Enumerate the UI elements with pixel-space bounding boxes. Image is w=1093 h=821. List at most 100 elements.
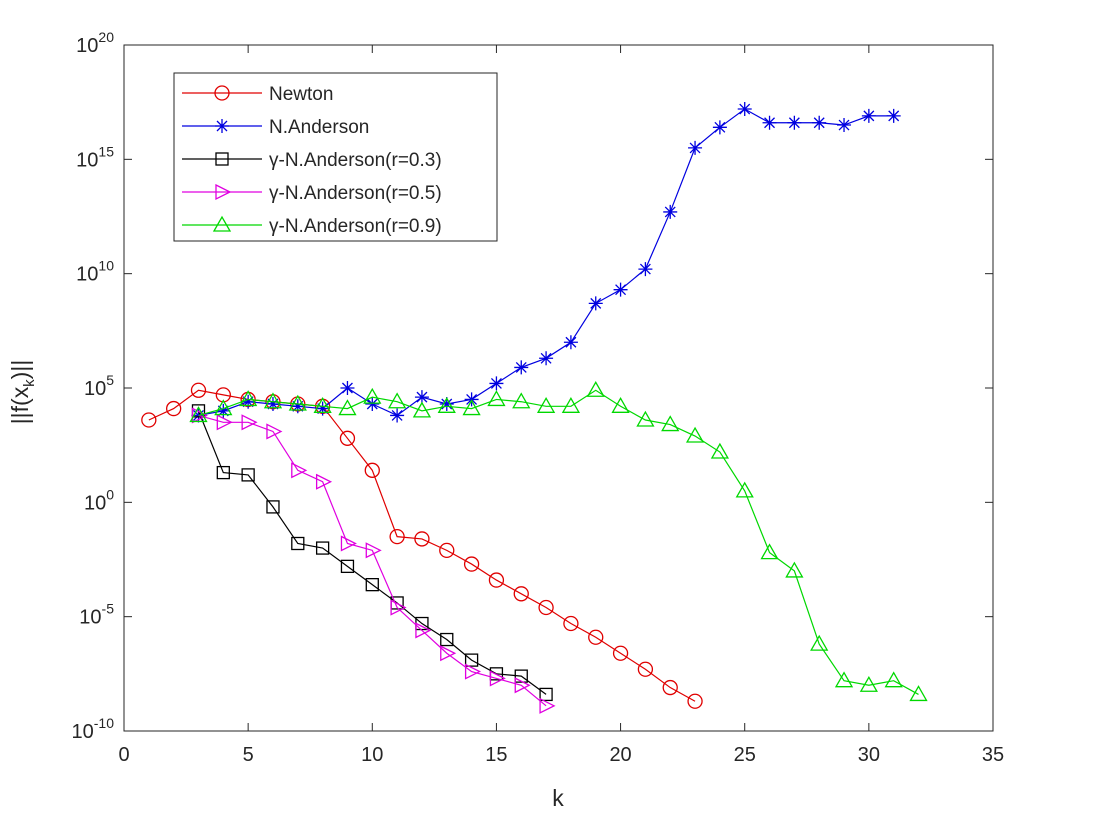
data-point-triangle-up	[313, 396, 332, 413]
y-axis-label-subscript: k	[21, 379, 38, 387]
data-point-triangle-up	[387, 392, 407, 409]
y-tick-label: 1015	[76, 143, 114, 171]
data-point-star	[315, 401, 330, 416]
data-point-triangle-up	[212, 215, 232, 232]
data-point-star	[340, 381, 355, 395]
data-point-circle	[414, 531, 430, 547]
data-point-circle	[588, 629, 604, 645]
x-tick-label: 5	[243, 744, 254, 766]
data-point-circle	[513, 586, 529, 602]
data-point-circle	[190, 382, 207, 398]
data-point-square	[464, 653, 479, 667]
x-tick-label: 35	[982, 744, 1004, 766]
y-tick-base: 10	[79, 607, 101, 629]
data-point-circle	[364, 462, 380, 478]
data-point-triangle-up	[288, 394, 307, 411]
y-tick-exponent: 5	[106, 372, 114, 388]
data-point-triangle-right	[340, 535, 357, 552]
series-1	[191, 102, 901, 423]
data-point-circle	[687, 693, 703, 709]
data-point-triangle-up	[810, 634, 829, 651]
y-tick-base: 10	[72, 721, 94, 743]
x-axis-label: k	[552, 785, 564, 811]
data-point-triangle-up	[586, 380, 605, 397]
y-tick-exponent: -10	[94, 715, 114, 731]
data-point-triangle-right	[489, 670, 506, 687]
data-point-star	[886, 108, 901, 123]
y-tick-label: 10-10	[72, 715, 115, 743]
data-point-star	[737, 102, 752, 117]
data-point-triangle-right	[464, 663, 482, 680]
data-point-triangle-right	[365, 542, 382, 559]
data-point-star	[439, 397, 454, 412]
y-tick-exponent: -5	[102, 601, 115, 617]
y-tick-base: 10	[76, 35, 98, 57]
data-point-star	[663, 204, 678, 219]
data-point-star	[265, 397, 280, 412]
data-point-square	[440, 632, 454, 647]
data-point-circle	[389, 528, 405, 545]
data-point-star	[563, 335, 578, 350]
data-point-circle	[166, 400, 182, 417]
data-point-triangle-right	[539, 697, 556, 714]
data-point-triangle-right	[514, 677, 531, 694]
data-point-square	[539, 687, 553, 702]
legend-label: γ-N.Anderson(r=0.5)	[269, 183, 442, 204]
y-tick-exponent: 0	[106, 486, 114, 502]
data-point-triangle-up	[363, 387, 382, 404]
y-tick-exponent: 20	[98, 29, 114, 45]
data-point-star	[290, 399, 305, 414]
data-point-triangle-up	[338, 399, 357, 416]
data-point-triangle-up	[189, 406, 208, 423]
data-point-star	[787, 115, 802, 130]
data-point-star	[489, 376, 504, 391]
data-point-square	[340, 559, 355, 574]
y-tick-base: 10	[76, 264, 98, 286]
data-point-circle	[214, 85, 230, 101]
y-tick-label: 100	[84, 486, 114, 514]
data-point-triangle-up	[636, 410, 655, 427]
x-tick-label: 30	[858, 744, 880, 766]
data-point-triangle-up	[437, 396, 456, 413]
data-point-triangle-up	[487, 390, 506, 407]
series-line	[197, 410, 547, 695]
data-point-triangle-up	[785, 561, 804, 578]
data-point-square	[215, 152, 229, 166]
series-2	[191, 404, 553, 702]
data-point-star	[861, 108, 876, 123]
legend-label: γ-N.Anderson(r=0.9)	[269, 216, 442, 237]
x-tick-label: 0	[118, 744, 129, 766]
data-point-star	[414, 390, 429, 405]
data-point-triangle-right	[315, 473, 333, 490]
legend-entry: γ-N.Anderson(r=0.5)	[182, 183, 442, 204]
y-tick-base: 10	[84, 492, 106, 514]
data-point-star	[588, 296, 603, 311]
data-point-square	[266, 500, 280, 514]
data-point-star	[688, 140, 703, 155]
data-point-triangle-right	[415, 622, 432, 639]
y-tick-label: 1010	[76, 258, 114, 286]
y-axis-label-end: )||	[7, 360, 33, 380]
data-point-circle	[439, 542, 455, 559]
data-point-triangle-right	[266, 423, 283, 440]
legend-label: Newton	[269, 84, 333, 105]
data-point-triangle-up	[760, 543, 779, 560]
data-point-square	[315, 541, 330, 555]
data-point-triangle-up	[859, 675, 878, 692]
series-4	[189, 380, 928, 702]
y-tick-label: 10-5	[79, 601, 114, 629]
y-axis-label-main: ||f(x	[7, 386, 33, 424]
series-line	[148, 389, 696, 702]
data-point-triangle-right	[390, 599, 407, 616]
series-3	[191, 407, 556, 714]
series-0	[141, 382, 703, 709]
data-point-triangle-up	[661, 415, 680, 432]
data-point-square	[216, 465, 230, 480]
data-point-square	[365, 578, 379, 592]
data-point-star	[762, 115, 777, 130]
y-tick-exponent: 10	[98, 258, 114, 274]
y-tick-label: 105	[84, 372, 114, 400]
data-point-circle	[563, 615, 579, 632]
y-axis-label: ||f(xk)||	[7, 360, 38, 425]
